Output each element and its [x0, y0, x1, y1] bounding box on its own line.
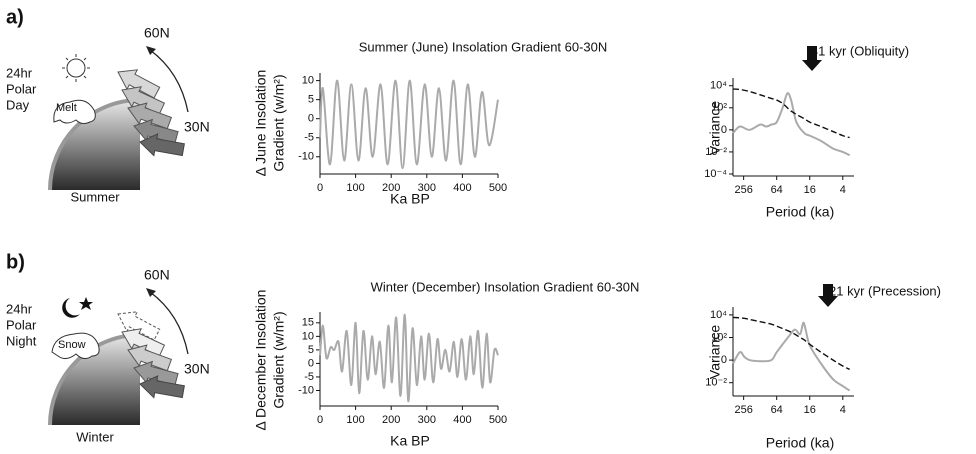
- earth-edge: [48, 333, 141, 426]
- x-tick-label: 64: [771, 404, 783, 416]
- x-tick-label: 4: [840, 184, 846, 196]
- y-tick-label: -10: [298, 151, 314, 163]
- rotation-arrow: [149, 291, 189, 355]
- earth-edge: [48, 98, 141, 191]
- y-tick-label: 10⁻⁴: [704, 168, 727, 180]
- annotation-arrow: [802, 46, 822, 71]
- earth: [50, 335, 140, 425]
- y-axis-label: Gradient (w/m²): [271, 74, 287, 171]
- diagram-a: a) 24hr Polar Day Melt 60N 30N Summer: [6, 6, 210, 204]
- y-tick-label: 10²: [711, 331, 727, 343]
- y-tick-label: 15: [302, 317, 314, 329]
- y-tick-label: 10⁻²: [705, 146, 727, 158]
- polar-text: Day: [6, 97, 30, 112]
- x-tick-label: 500: [489, 182, 507, 194]
- earth: [50, 100, 140, 190]
- y-tick-label: 10: [302, 75, 314, 87]
- sun: [62, 54, 90, 82]
- diagram-b: b) 24hr Polar Night Snow 60N 30N Winter: [6, 251, 210, 444]
- y-axis-label: Δ June Insolation: [253, 70, 269, 177]
- season: Winter: [76, 429, 114, 444]
- y-tick-label: 10⁴: [710, 309, 727, 321]
- x-tick-label: 4: [840, 404, 846, 416]
- x-tick-label: 256: [734, 184, 752, 196]
- annotation: 21 kyr (Precession): [829, 283, 941, 298]
- x-tick-label: 64: [771, 184, 783, 196]
- y-tick-label: -5: [304, 371, 314, 383]
- y-tick-label: 10²: [711, 102, 727, 114]
- y-tick-label: 0: [721, 124, 727, 136]
- x-tick-label: 400: [453, 414, 471, 426]
- lat-low: 30N: [184, 361, 210, 377]
- x-tick-label: 200: [382, 414, 400, 426]
- y-tick-label: 5: [308, 344, 314, 356]
- panel-label: b): [6, 251, 25, 273]
- season: Summer: [70, 189, 120, 204]
- x-tick-label: 100: [346, 182, 364, 194]
- x-axis-label: Ka BP: [390, 433, 430, 449]
- x-tick-label: 300: [418, 182, 436, 194]
- polar-text: Polar: [6, 81, 37, 96]
- moon: [62, 298, 80, 318]
- chart-title: Winter (December) Insolation Gradient 60…: [371, 279, 640, 294]
- ice-cap: [53, 99, 96, 125]
- lat-high: 60N: [144, 267, 170, 283]
- x-tick-label: 0: [317, 182, 323, 194]
- series-line: [732, 316, 850, 371]
- y-tick-label: 10⁻²: [705, 377, 727, 389]
- x-tick-label: 16: [804, 404, 816, 416]
- x-tick-label: 100: [346, 414, 364, 426]
- arrow-head: [146, 46, 156, 55]
- x-tick-label: 500: [489, 414, 507, 426]
- y-tick-label: 0: [308, 113, 314, 125]
- x-tick-label: 300: [418, 414, 436, 426]
- series-line: [732, 88, 850, 139]
- x-tick-label: 0: [317, 414, 323, 426]
- y-tick-label: 0: [308, 357, 314, 369]
- snow-cap: [51, 332, 100, 360]
- annotation: 41 kyr (Obliquity): [811, 43, 909, 58]
- y-tick-label: -5: [304, 132, 314, 144]
- x-tick-label: 256: [734, 404, 752, 416]
- x-tick-label: 16: [804, 184, 816, 196]
- x-axis-label: Ka BP: [390, 191, 430, 207]
- polar-text: Night: [6, 333, 37, 348]
- x-axis-label: Period (ka): [766, 435, 834, 451]
- lat-high: 60N: [144, 25, 170, 41]
- y-axis-label: Δ December Insolation: [253, 290, 269, 431]
- cap-label: Snow: [58, 339, 86, 351]
- polar-text: Polar: [6, 317, 37, 332]
- panel-label: a): [6, 6, 24, 28]
- y-tick-label: -10: [298, 384, 314, 396]
- y-tick-label: 10⁴: [710, 80, 727, 92]
- lat-low: 30N: [184, 119, 210, 135]
- series-line: [732, 92, 851, 157]
- cap-label: Melt: [56, 102, 77, 114]
- series-line: [732, 321, 851, 392]
- polar-text: 24hr: [6, 65, 33, 80]
- annotation-arrow: [818, 284, 838, 307]
- y-tick-label: 0: [721, 354, 727, 366]
- series-line: [319, 79, 499, 170]
- y-axis-label: Gradient (w/m²): [271, 311, 287, 408]
- x-tick-label: 200: [382, 182, 400, 194]
- star: [79, 297, 93, 310]
- polar-text: 24hr: [6, 301, 33, 316]
- y-axis-label: Variance: [707, 325, 723, 379]
- y-tick-label: 5: [308, 94, 314, 106]
- arrow-head: [146, 288, 156, 297]
- chart-title: Summer (June) Insolation Gradient 60-30N: [359, 39, 608, 54]
- x-tick-label: 400: [453, 182, 471, 194]
- series-line: [319, 313, 499, 403]
- y-tick-label: 10: [302, 330, 314, 342]
- x-axis-label: Period (ka): [766, 204, 834, 220]
- rotation-arrow: [149, 49, 189, 113]
- y-axis-label: Variance: [707, 101, 723, 155]
